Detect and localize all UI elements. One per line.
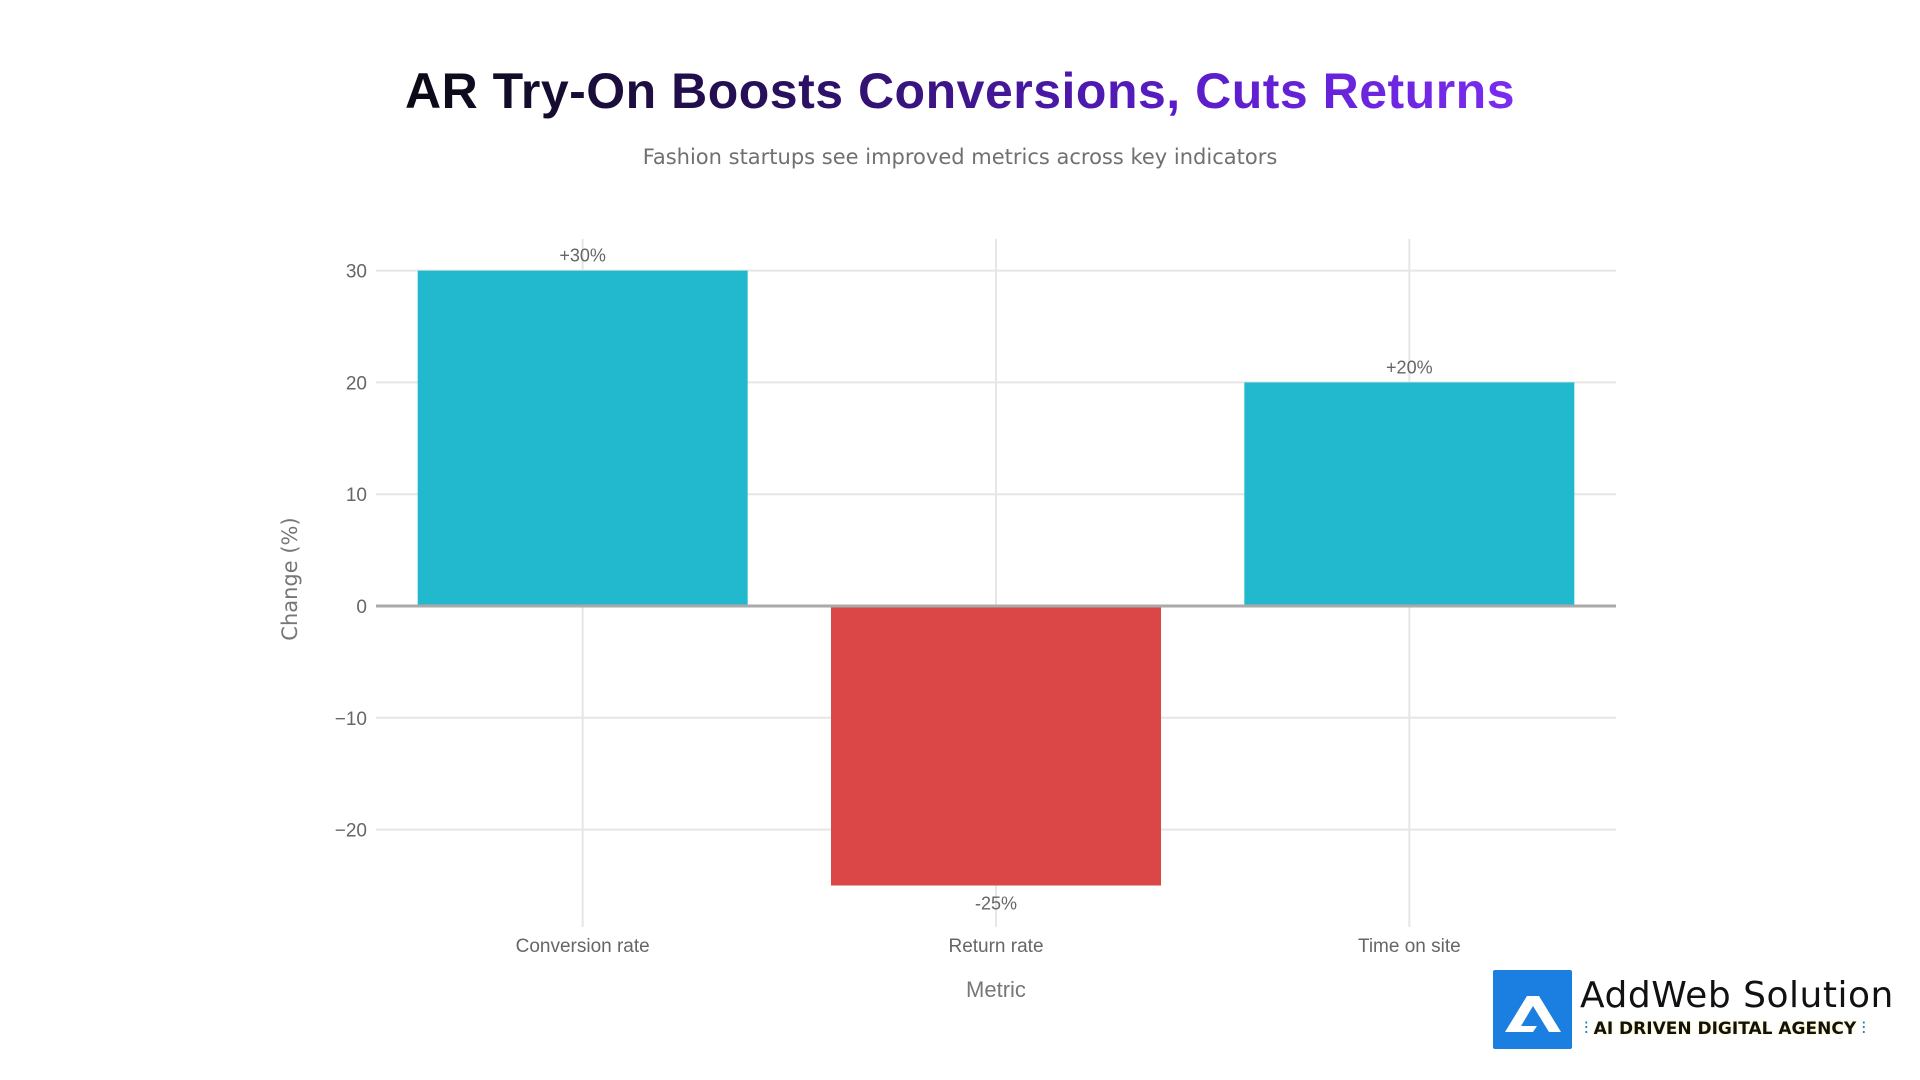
y-tick-label: 0 [356,597,367,618]
data-label: +20% [1386,357,1433,377]
bar-time-on-site [1244,382,1575,606]
x-tick-label: Return rate [948,936,1043,957]
chart-title: AR Try-On Boosts Conversions, Cuts Retur… [404,63,1516,119]
y-tick-label: 30 [346,262,367,283]
bar-return-rate [831,606,1161,886]
x-axis-title: Metric [966,977,1026,1002]
x-tick-label: Conversion rate [516,936,650,957]
brand-name: AddWeb Solution [1580,975,1894,1016]
y-tick-label: 20 [346,373,367,394]
y-tick-label: 10 [346,485,367,506]
bar-conversion-rate [417,270,748,606]
addweb-logo-icon [1493,970,1572,1049]
y-tick-label: −20 [335,821,367,842]
data-label: +30% [559,246,606,266]
y-axis-title: Change (%) [278,517,302,640]
brand-tagline: ⫶ AI DRIVEN DIGITAL AGENCY ⫶ [1584,1019,1866,1039]
circuit-icon: ⫶ [1584,1019,1594,1039]
circuit-icon: ⫶ [1856,1019,1866,1039]
chart-subtitle: Fashion startups see improved metrics ac… [642,145,1278,169]
x-tick-label: Time on site [1358,936,1461,957]
y-tick-label: −10 [335,709,367,730]
data-label: -25% [975,894,1017,914]
